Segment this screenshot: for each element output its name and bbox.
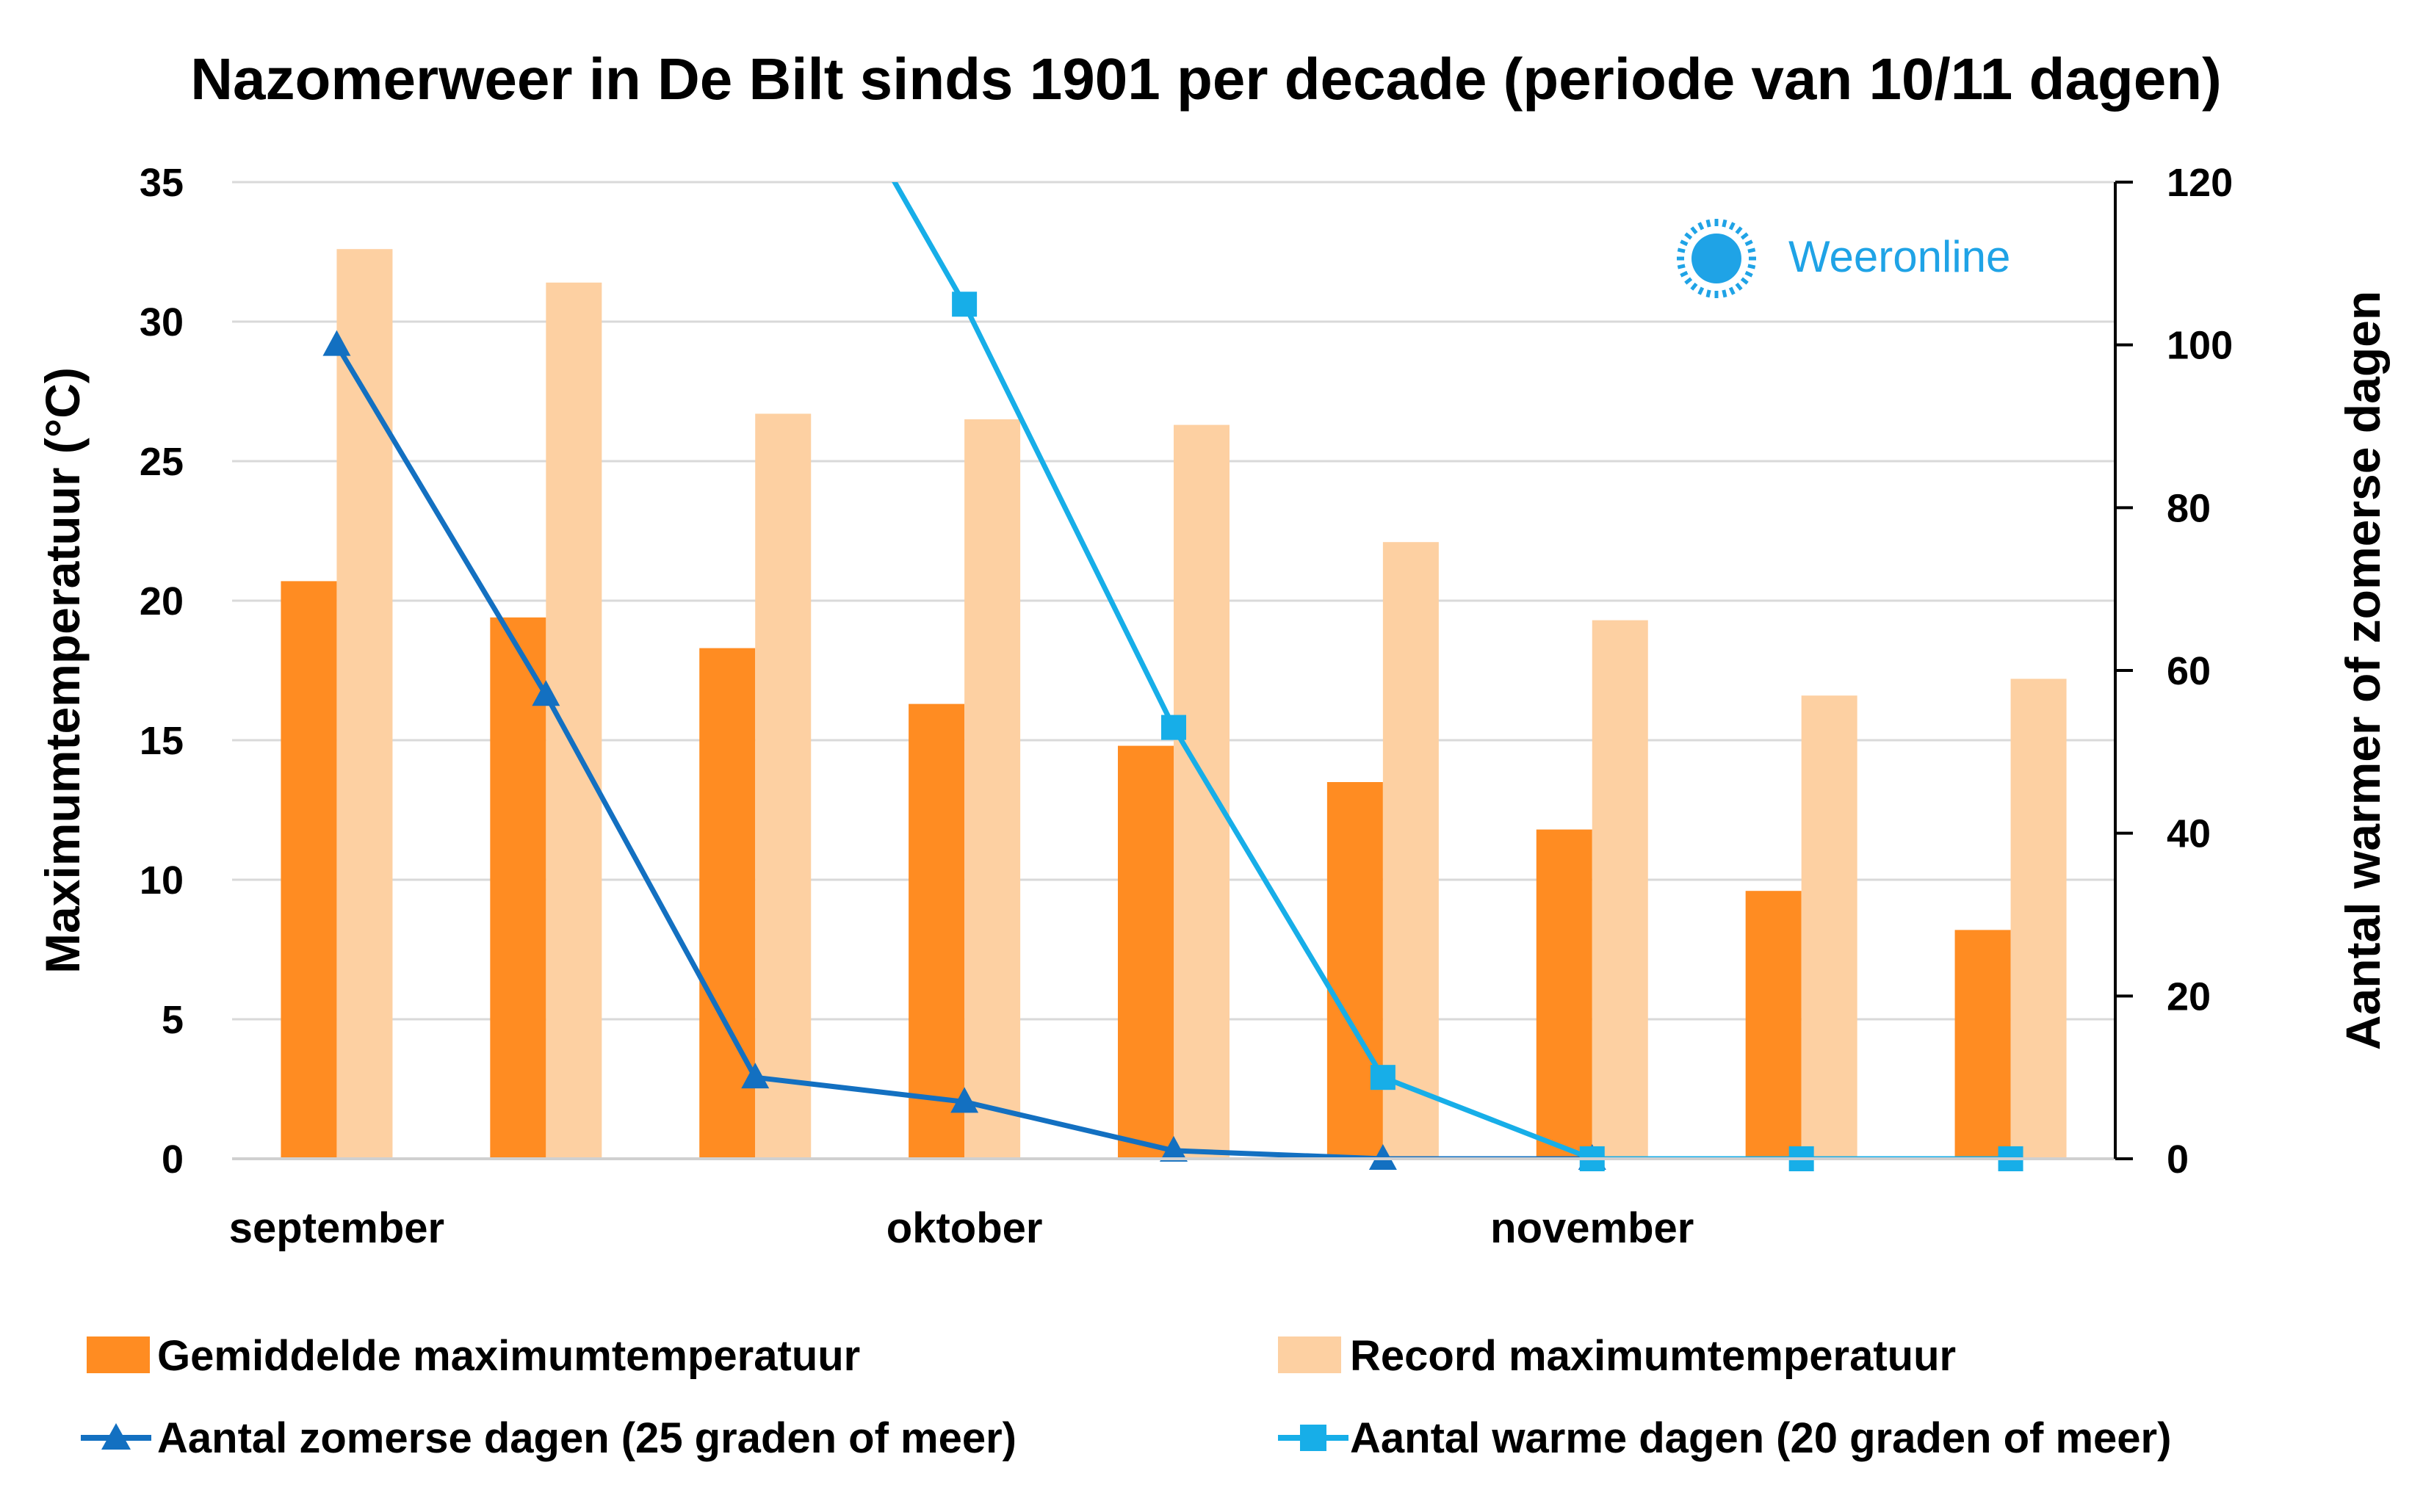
bar-avg bbox=[1326, 782, 1383, 1159]
marker-triangle bbox=[950, 1087, 979, 1113]
sun-ray bbox=[1680, 270, 1689, 278]
marker-square bbox=[1370, 1065, 1395, 1090]
right-tick-label: 0 bbox=[2167, 1137, 2189, 1182]
left-tick-label: 0 bbox=[162, 1137, 184, 1182]
sun-ray bbox=[1728, 222, 1736, 231]
right-tick-label: 20 bbox=[2167, 974, 2211, 1019]
sun-ray bbox=[1684, 232, 1693, 240]
legend-label-avg: Gemiddelde maximumtemperatuur bbox=[157, 1332, 860, 1380]
right-tick-label: 40 bbox=[2167, 812, 2211, 856]
bar-avg bbox=[281, 581, 337, 1159]
category-label: september bbox=[229, 1204, 444, 1252]
bar-avg bbox=[1954, 930, 2011, 1159]
legend-marker-triangle bbox=[101, 1423, 131, 1450]
markers bbox=[322, 292, 2023, 1171]
bar-record bbox=[755, 413, 812, 1159]
left-tick-label: 30 bbox=[140, 300, 184, 344]
right-tick-label: 60 bbox=[2167, 649, 2211, 693]
bar-avg bbox=[909, 703, 965, 1159]
left-axis-ticks: 0 5 10 15 20 25 30 35 bbox=[140, 161, 184, 1182]
sun-ray bbox=[1697, 286, 1705, 295]
sun-ray bbox=[1740, 232, 1749, 240]
bars bbox=[281, 249, 2067, 1160]
bar-record bbox=[1174, 424, 1230, 1159]
sun-ray bbox=[1677, 264, 1686, 270]
left-tick-label: 35 bbox=[140, 161, 184, 205]
category-label: november bbox=[1490, 1204, 1694, 1252]
sun-core bbox=[1691, 234, 1741, 283]
legend-swatch-avg bbox=[87, 1336, 150, 1373]
sun-ray bbox=[1747, 247, 1756, 253]
bar-avg bbox=[699, 648, 756, 1159]
legend: Gemiddelde maximumtemperatuur Record max… bbox=[81, 1332, 2171, 1462]
legend-marker-square bbox=[1300, 1425, 1326, 1451]
bar-record bbox=[1592, 620, 1648, 1159]
sun-ray bbox=[1735, 282, 1743, 291]
sun-icon bbox=[1677, 219, 1756, 298]
left-tick-label: 5 bbox=[162, 998, 184, 1042]
bar-avg bbox=[1118, 745, 1174, 1159]
bar-record bbox=[1801, 695, 1857, 1159]
sun-ray bbox=[1684, 277, 1693, 285]
right-tick-label: 100 bbox=[2167, 324, 2233, 368]
left-tick-label: 25 bbox=[140, 440, 184, 484]
sun-ray bbox=[1744, 270, 1753, 278]
sun-ray bbox=[1722, 289, 1727, 298]
right-tick-label: 80 bbox=[2167, 486, 2211, 530]
legend-label-zomers: Aantal zomerse dagen (25 graden of meer) bbox=[157, 1414, 1017, 1462]
sun-ray bbox=[1680, 239, 1689, 247]
bar-avg bbox=[1745, 891, 1802, 1159]
weeronline-logo: Weeronline bbox=[1677, 219, 2010, 298]
marker-triangle bbox=[741, 1063, 770, 1089]
bar-avg bbox=[490, 617, 546, 1159]
sun-ray bbox=[1744, 239, 1753, 247]
sun-ray bbox=[1690, 226, 1698, 235]
sun-ray bbox=[1722, 219, 1727, 228]
bar-record bbox=[1382, 542, 1439, 1159]
bar-record bbox=[336, 249, 393, 1160]
sun-ray bbox=[1747, 264, 1756, 270]
sun-ray bbox=[1728, 286, 1736, 295]
marker-square bbox=[1161, 715, 1186, 740]
sun-ray bbox=[1735, 226, 1743, 235]
bar-record bbox=[546, 282, 602, 1159]
left-tick-label: 10 bbox=[140, 858, 184, 903]
left-tick-label: 20 bbox=[140, 579, 184, 623]
right-axis-label: Aantal warmer of zomerse dagen bbox=[2336, 291, 2390, 1050]
right-axis-ticks: 0 20 40 60 80 100 120 bbox=[2115, 161, 2233, 1182]
marker-triangle bbox=[1368, 1144, 1397, 1170]
legend-swatch-record bbox=[1278, 1336, 1341, 1373]
bar-record bbox=[964, 419, 1021, 1159]
category-labels: september oktober november bbox=[229, 1204, 1694, 1252]
bar-record bbox=[2010, 679, 2067, 1159]
sun-ray bbox=[1677, 247, 1686, 253]
right-tick-label: 120 bbox=[2167, 161, 2233, 205]
bar-avg bbox=[1536, 829, 1592, 1159]
marker-triangle bbox=[532, 680, 560, 706]
chart-title: Nazomerweer in De Bilt sinds 1901 per de… bbox=[190, 46, 2222, 112]
sun-ray bbox=[1690, 282, 1698, 291]
sun-ray bbox=[1705, 289, 1711, 298]
sun-ray bbox=[1705, 219, 1711, 228]
legend-label-warm: Aantal warme dagen (20 graden of meer) bbox=[1350, 1414, 2171, 1462]
sun-ray bbox=[1697, 222, 1705, 231]
left-axis-label: Maximumtemperatuur (°C) bbox=[35, 367, 90, 974]
legend-label-record: Record maximumtemperatuur bbox=[1350, 1332, 1956, 1380]
marker-triangle bbox=[322, 330, 351, 356]
logo-text: Weeronline bbox=[1788, 232, 2010, 281]
category-label: oktober bbox=[887, 1204, 1043, 1252]
marker-triangle bbox=[1160, 1135, 1188, 1162]
left-tick-label: 15 bbox=[140, 719, 184, 763]
marker-square bbox=[952, 292, 978, 317]
sun-ray bbox=[1740, 277, 1749, 285]
